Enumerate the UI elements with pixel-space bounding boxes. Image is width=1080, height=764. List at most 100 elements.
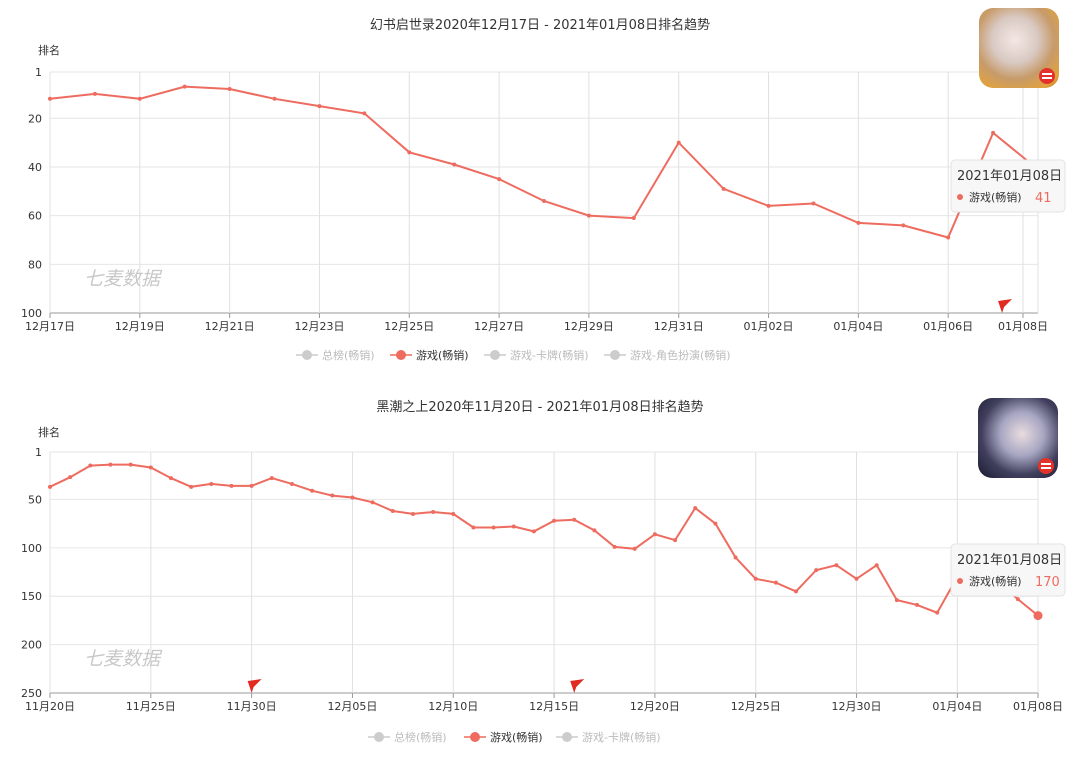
data-point: [676, 140, 681, 145]
data-point: [137, 96, 142, 101]
x-tick-label: 01月08日: [998, 320, 1048, 333]
legend-item: 游戏(畅销): [490, 730, 543, 744]
data-point: [362, 111, 367, 116]
data-point: [229, 483, 234, 488]
data-point: [794, 589, 799, 594]
data-point: [586, 213, 591, 218]
x-tick-label: 12月29日: [564, 320, 614, 333]
x-tick-label: 12月23日: [294, 320, 344, 333]
y-tick-label: 50: [28, 493, 42, 506]
data-point: [48, 484, 52, 489]
data-point: [168, 476, 173, 481]
data-point: [511, 524, 516, 529]
y-tick-label: 40: [28, 161, 42, 174]
tooltip-series: 游戏(畅销): [969, 190, 1022, 204]
data-point: [632, 546, 637, 551]
y-tick-label: 200: [21, 639, 42, 652]
data-point: [612, 544, 617, 549]
data-point: [249, 483, 254, 488]
tooltip-series: 游戏(畅销): [969, 574, 1022, 588]
y-tick-label: 20: [28, 112, 42, 125]
x-tick-label: 12月30日: [832, 700, 882, 713]
y-tick-label: 1: [35, 66, 42, 79]
x-tick-label: 12月20日: [630, 700, 680, 713]
watermark: 七麦数据: [84, 268, 163, 290]
data-point: [773, 580, 778, 585]
data-point: [834, 563, 839, 568]
y-axis-label: 排名: [38, 43, 60, 57]
data-point: [673, 538, 678, 543]
chart-title: 幻书启世录2020年12月17日 - 2021年01月08日排名趋势: [370, 17, 710, 33]
series-line: [49, 463, 1039, 617]
y-tick-label: 1: [35, 446, 42, 459]
x-tick-label: 12月27日: [474, 320, 524, 333]
data-point: [350, 495, 355, 500]
x-tick-label: 01月06日: [923, 320, 973, 333]
legend-marker: [610, 350, 620, 360]
legend-item: 游戏-卡牌(畅销): [582, 730, 661, 744]
data-point: [431, 510, 436, 515]
y-tick-label: 100: [21, 542, 42, 555]
data-point: [209, 481, 214, 486]
tooltip-marker: [957, 194, 963, 200]
data-point: [856, 220, 861, 225]
y-tick-label: 100: [21, 307, 42, 320]
data-point: [497, 177, 502, 182]
data-point: [370, 500, 375, 505]
data-point: [92, 91, 97, 96]
x-tick-label: 11月25日: [126, 700, 176, 713]
legend-marker: [302, 350, 312, 360]
data-point: [471, 525, 476, 530]
x-tick-label: 12月31日: [654, 320, 704, 333]
legend-marker: [374, 732, 384, 742]
legend-marker: [396, 350, 406, 360]
data-point: [894, 598, 899, 603]
legend-item: 游戏-角色扮演(畅销): [630, 348, 731, 362]
data-point: [935, 610, 940, 615]
netease-badge-icon: [1039, 68, 1055, 84]
data-point: [552, 518, 557, 523]
data-point: [48, 96, 52, 101]
data-point: [652, 532, 657, 537]
chart-panel-1: 幻书启世录2020年12月17日 - 2021年01月08日排名趋势排名 1 20 4…: [21, 8, 1066, 362]
x-tick-label: 12月21日: [205, 320, 255, 333]
y-axis-label: 排名: [38, 425, 60, 439]
tooltip-value: 170: [1035, 575, 1060, 590]
data-point: [491, 525, 496, 530]
data-point: [814, 568, 819, 573]
data-point: [531, 529, 536, 534]
legend-item: 总榜(畅销): [394, 730, 447, 744]
event-flag-icon: [998, 299, 1013, 313]
x-tick-label: 01月04日: [932, 700, 982, 713]
series-line: [49, 85, 1039, 239]
data-point: [766, 203, 771, 208]
data-point: [182, 84, 187, 89]
data-point: [227, 87, 232, 92]
legend-marker: [470, 732, 480, 742]
data-point: [1015, 597, 1020, 602]
data-point: [289, 481, 294, 486]
y-tick-label: 250: [21, 687, 42, 700]
chart-title: 黑潮之上2020年11月20日 - 2021年01月08日排名趋势: [376, 399, 703, 415]
data-point: [189, 484, 194, 489]
x-tick-label: 12月05日: [327, 700, 377, 713]
data-point: [753, 576, 758, 581]
data-point: [542, 199, 546, 204]
x-tick-label: 01月04日: [833, 320, 883, 333]
data-point: [572, 517, 577, 522]
data-point: [901, 223, 906, 228]
event-flag-icon: [570, 679, 585, 693]
x-tick-label: 01月08日: [1013, 700, 1063, 713]
data-point: [317, 104, 322, 109]
data-point: [272, 96, 277, 101]
data-point: [1033, 611, 1043, 621]
x-tick-label: 12月10日: [428, 700, 478, 713]
data-point: [410, 511, 415, 516]
tooltip-value: 41: [1035, 191, 1052, 206]
x-tick-label: 12月17日: [25, 320, 75, 333]
x-tick-label: 11月30日: [227, 700, 277, 713]
x-tick-label: 12月15日: [529, 700, 579, 713]
data-point: [310, 488, 315, 493]
